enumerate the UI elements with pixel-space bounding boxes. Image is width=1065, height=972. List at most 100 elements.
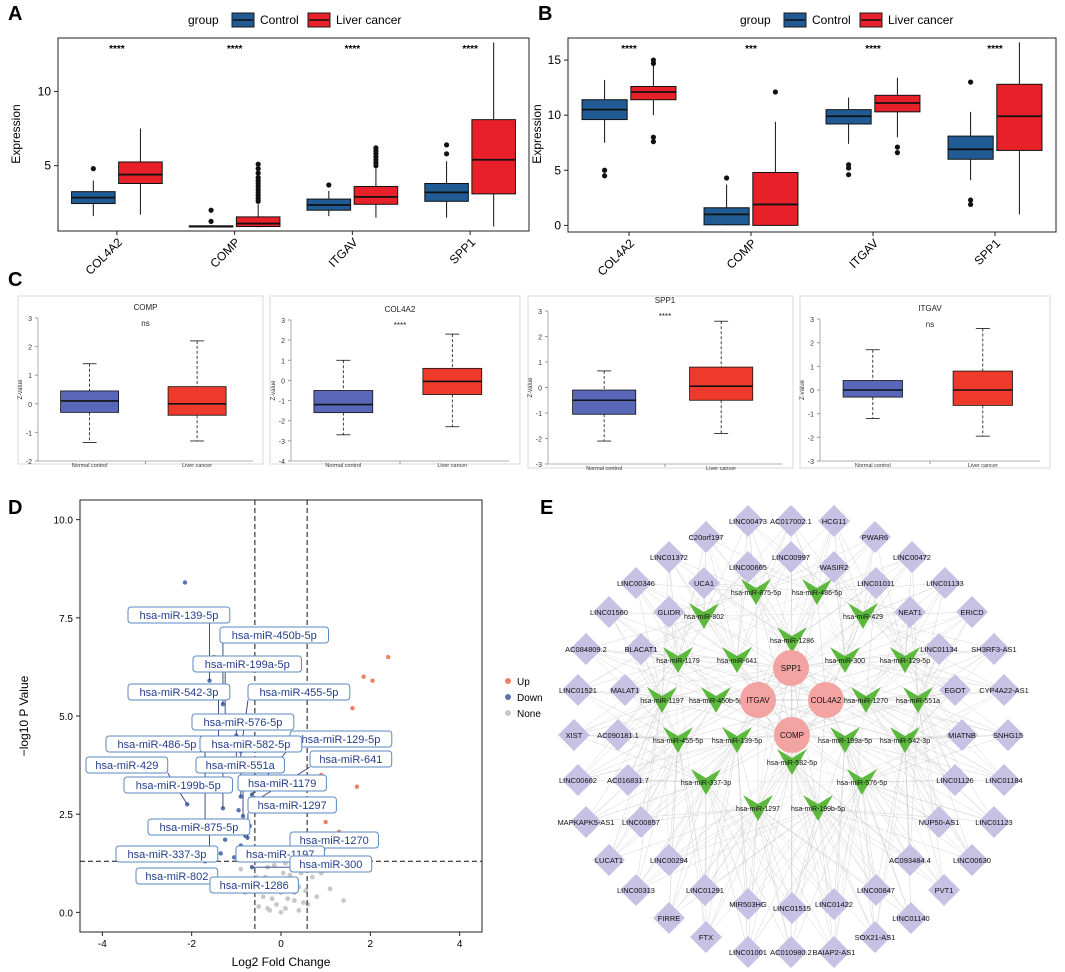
x-tick-label: COMP bbox=[207, 235, 242, 270]
network-edge bbox=[816, 591, 827, 701]
y-tick-label: 3 bbox=[538, 309, 542, 316]
network-edge bbox=[862, 615, 995, 650]
lncrna-label: NEAT1 bbox=[898, 608, 922, 617]
network-edge bbox=[844, 739, 912, 919]
network-edge bbox=[668, 739, 738, 861]
y-tick-label: 3 bbox=[28, 316, 32, 323]
mirna-node bbox=[830, 647, 860, 673]
network-edge bbox=[668, 739, 679, 861]
network-edge bbox=[861, 781, 911, 861]
lncrna-label: HCG11 bbox=[822, 517, 846, 526]
network-edge bbox=[844, 739, 956, 781]
lncrna-node bbox=[939, 674, 971, 706]
lncrna-label: AC084809.2 bbox=[565, 645, 607, 654]
y-axis-label: Expression bbox=[9, 104, 23, 163]
y-tick-label: 1 bbox=[281, 358, 285, 365]
network-edge bbox=[705, 781, 749, 953]
outlier-point bbox=[846, 165, 852, 171]
network-edge bbox=[917, 699, 940, 823]
lncrna-node bbox=[732, 936, 764, 968]
network-edge bbox=[635, 699, 663, 891]
network-edge bbox=[627, 659, 679, 781]
lncrna-label: LINC00313 bbox=[617, 886, 655, 895]
network-edge bbox=[608, 611, 717, 701]
network-edge bbox=[747, 781, 863, 953]
network-edge bbox=[862, 582, 946, 617]
lncrna-node bbox=[620, 567, 652, 599]
network-edge bbox=[917, 699, 995, 823]
network-edge bbox=[635, 807, 819, 891]
lncrna-node bbox=[625, 633, 657, 665]
lncrna-node bbox=[860, 874, 892, 906]
mirna-node bbox=[903, 687, 933, 713]
lncrna-node bbox=[593, 596, 625, 628]
lncrna-label: LINC01515 bbox=[773, 904, 811, 913]
outlier-point bbox=[772, 89, 779, 95]
outlier-point bbox=[894, 144, 901, 150]
mirna-label: hsa-miR-1197 bbox=[640, 698, 684, 705]
none-point bbox=[274, 902, 279, 907]
lncrna-label: LINC00662 bbox=[559, 776, 597, 785]
network-edge bbox=[844, 648, 940, 661]
y-tick-label: 0 bbox=[281, 378, 285, 385]
lncrna-node bbox=[620, 874, 652, 906]
lncrna-node bbox=[775, 505, 807, 537]
lncrna-node bbox=[896, 541, 928, 573]
network-edge bbox=[617, 734, 707, 783]
lncrna-label: LINC01422 bbox=[815, 900, 853, 909]
network-edge bbox=[904, 739, 945, 891]
lncrna-label: LINC01140 bbox=[892, 914, 929, 923]
network-edge bbox=[705, 807, 759, 938]
significance-label: **** bbox=[987, 44, 1003, 55]
none-point bbox=[309, 874, 315, 880]
network-edge bbox=[791, 536, 876, 641]
lncrna-node bbox=[978, 633, 1010, 665]
none-point bbox=[283, 906, 288, 911]
network-edge bbox=[791, 739, 846, 909]
box bbox=[471, 119, 516, 195]
lncrna-node bbox=[923, 806, 955, 838]
none-point bbox=[303, 888, 308, 894]
panel-c: -2 -1 0 1 2 3 Z-value COMP ns Normal control Liver… bbox=[17, 295, 1051, 472]
network-edge bbox=[608, 611, 738, 661]
none-point bbox=[287, 872, 293, 878]
label-box bbox=[192, 655, 302, 673]
network-edge bbox=[677, 582, 705, 661]
none-point bbox=[296, 908, 302, 913]
network-edge bbox=[617, 659, 679, 736]
lncrna-node bbox=[939, 764, 971, 796]
network-edge bbox=[791, 761, 835, 953]
lncrna-label: PWAR6 bbox=[862, 533, 888, 542]
panel-d: −log10 P Value Log2 Fold Change 0.0 2.5 5.… bbox=[17, 499, 543, 969]
lncrna-node bbox=[775, 936, 807, 968]
y-tick-label: 2 bbox=[810, 341, 814, 348]
lncrna-label: LINC00857 bbox=[622, 818, 660, 827]
network-edge bbox=[844, 739, 940, 823]
network-edge bbox=[755, 566, 835, 593]
point-label: hsa-miR-300 bbox=[299, 859, 362, 871]
lncrna-label: FIRRE bbox=[658, 914, 681, 923]
panel-letter-d: D bbox=[8, 497, 22, 519]
network-edge bbox=[747, 761, 793, 905]
network-edge bbox=[904, 659, 956, 781]
network-edge bbox=[791, 566, 835, 641]
mirna-node bbox=[741, 579, 771, 605]
significance-label: **** bbox=[462, 44, 478, 55]
network-edge bbox=[704, 739, 738, 891]
panel-e: LINC00473 AC017002.1 HCG11 C20orf197 PWAR6 LI… bbox=[557, 505, 1029, 968]
lncrna-node bbox=[732, 551, 764, 583]
mirna-node bbox=[777, 749, 807, 775]
subplot-title: COMP bbox=[134, 303, 158, 312]
network-edge bbox=[757, 807, 792, 953]
outlier-point bbox=[968, 201, 974, 208]
network-edge bbox=[585, 699, 663, 823]
mirna-label: hsa-miR-450b-5p bbox=[689, 698, 743, 705]
x-tick-label: Normal control bbox=[325, 463, 361, 469]
y-tick-label: 15 bbox=[548, 53, 562, 67]
lncrna-label: MIR503HG bbox=[729, 900, 767, 909]
point-label: hsa-miR-542-3p bbox=[139, 687, 218, 699]
x-tick-label: Liver cancer bbox=[437, 463, 467, 469]
mirna-label: hsa-miR-199b-5p bbox=[791, 806, 845, 813]
network-edge bbox=[791, 761, 876, 938]
label-box bbox=[199, 735, 303, 753]
